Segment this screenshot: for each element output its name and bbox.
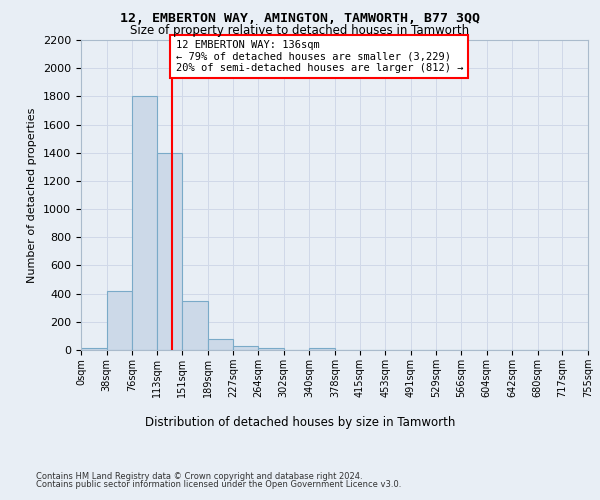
Text: Contains public sector information licensed under the Open Government Licence v3: Contains public sector information licen…: [36, 480, 401, 489]
Bar: [157, 152, 182, 350]
Bar: [132, 96, 157, 350]
Text: Size of property relative to detached houses in Tamworth: Size of property relative to detached ho…: [130, 24, 470, 37]
Bar: [233, 346, 258, 350]
Text: 12 EMBERTON WAY: 136sqm
← 79% of detached houses are smaller (3,229)
20% of semi: 12 EMBERTON WAY: 136sqm ← 79% of detache…: [176, 40, 463, 73]
Text: Contains HM Land Registry data © Crown copyright and database right 2024.: Contains HM Land Registry data © Crown c…: [36, 472, 362, 481]
Bar: [310, 348, 335, 350]
Bar: [182, 300, 208, 350]
Text: 12, EMBERTON WAY, AMINGTON, TAMWORTH, B77 3QQ: 12, EMBERTON WAY, AMINGTON, TAMWORTH, B7…: [120, 12, 480, 26]
Bar: [81, 348, 107, 350]
Bar: [107, 291, 132, 350]
Text: Distribution of detached houses by size in Tamworth: Distribution of detached houses by size …: [145, 416, 455, 429]
Bar: [208, 340, 233, 350]
Bar: [258, 348, 284, 350]
Y-axis label: Number of detached properties: Number of detached properties: [28, 108, 37, 282]
